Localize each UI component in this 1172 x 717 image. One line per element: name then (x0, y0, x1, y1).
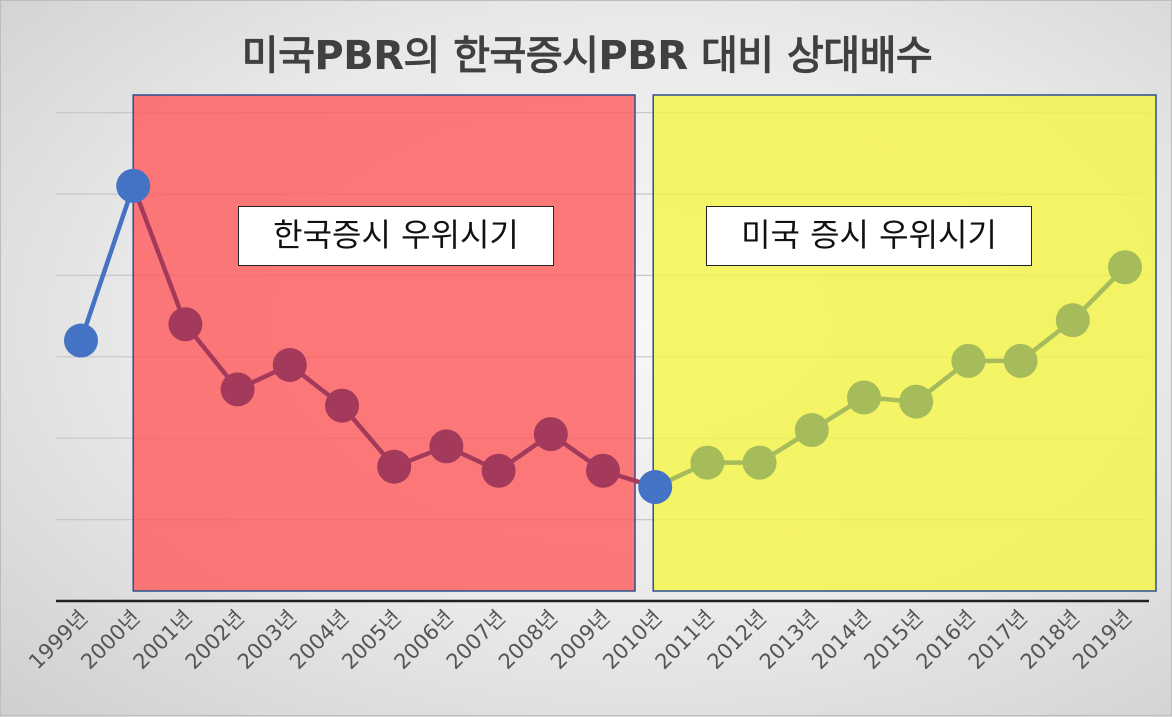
x-tick-label: 2019년 (1068, 606, 1136, 674)
data-point (794, 413, 829, 448)
data-point (481, 453, 516, 488)
data-point (847, 380, 881, 415)
data-point (951, 343, 986, 378)
data-point (116, 168, 151, 203)
data-point (272, 347, 307, 382)
region-label-us: 미국 증시 우위시기 (706, 206, 1032, 266)
data-point (586, 453, 620, 488)
region-label-korea: 한국증시 우위시기 (238, 206, 554, 266)
data-point (377, 449, 412, 484)
data-point (690, 445, 725, 480)
region-us-advantage (652, 94, 1157, 592)
data-point (1108, 250, 1142, 285)
data-point (1055, 303, 1090, 338)
data-point (64, 323, 98, 358)
data-point (1003, 343, 1038, 378)
data-point (533, 417, 568, 452)
chart-title: 미국PBR의 한국증시PBR 대비 상대배수 (241, 33, 933, 79)
region-korea-advantage (132, 94, 636, 592)
series-line-segment (130, 183, 188, 327)
data-point (325, 388, 359, 423)
series-line-segment (78, 183, 136, 343)
data-point (638, 470, 673, 505)
data-point (220, 372, 255, 407)
data-point (168, 307, 203, 342)
data-point (429, 429, 464, 464)
data-point (742, 445, 777, 480)
data-point (899, 384, 934, 419)
